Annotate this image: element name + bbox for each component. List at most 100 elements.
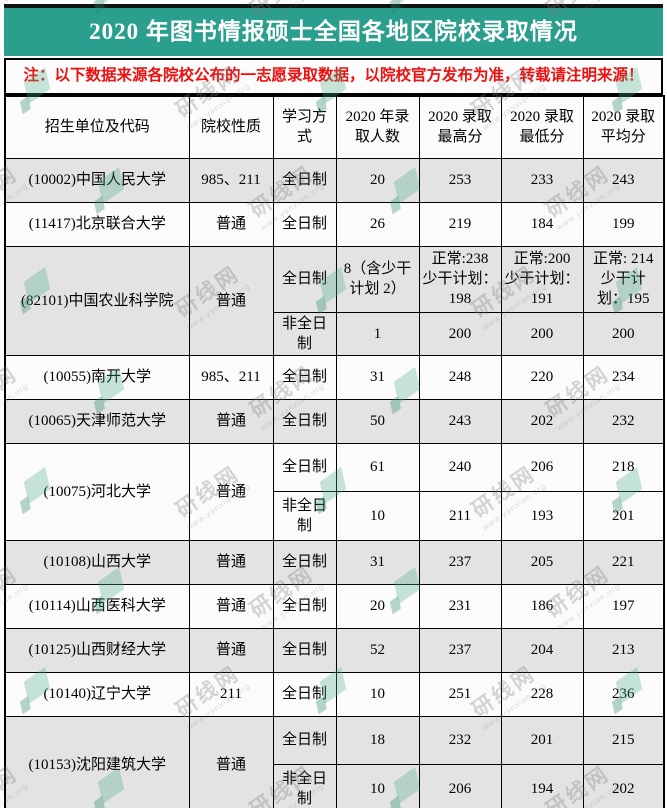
table-row: (10075)河北大学 普通 全日制 61 240 206 218 <box>4 443 665 541</box>
table-row: (11417)北京联合大学 普通 全日制 26 219 184 199 <box>4 201 665 247</box>
table-row: (10108)山西大学 普通 全日制 31 237 205 221 <box>4 540 665 585</box>
admissions-table: 招生单位及代码 院校性质 学习方式 2020 年录取人数 2020 录取最高分 … <box>4 95 665 808</box>
count-cell: 10 <box>335 672 420 717</box>
unit-cell: (10153)沈阳建筑大学 <box>4 716 190 808</box>
avg-cell: 218 <box>582 443 665 492</box>
nature-cell: 普通 <box>188 245 274 356</box>
mode-cell: 全日制 <box>272 201 337 247</box>
mode-cell: 全日制 <box>272 157 337 203</box>
avg-cell: 221 <box>582 540 665 585</box>
mode-cell: 全日制 <box>272 443 337 492</box>
table-row: (10002)中国人民大学 985、211 全日制 20 253 233 243 <box>4 157 665 203</box>
min-cell: 184 <box>500 201 584 247</box>
unit-cell: (10140)辽宁大学 <box>4 672 190 717</box>
max-cell: 232 <box>418 716 502 765</box>
unit-cell: (82101)中国农业科学院 <box>4 245 190 356</box>
count-cell: 31 <box>335 540 420 585</box>
nature-cell: 985、211 <box>188 157 274 203</box>
mode-cell: 全日制 <box>272 399 337 444</box>
unit-cell: (10055)南开大学 <box>4 355 190 400</box>
min-cell: 205 <box>500 540 584 585</box>
mode-cell: 全日制 <box>272 672 337 717</box>
banner-title: 2020 年图书情报硕士全国各地区院校录取情况 <box>4 4 663 56</box>
avg-cell: 201 <box>582 491 665 541</box>
header-avg: 2020 录取平均分 <box>582 95 665 159</box>
table-row: 非全日制 10 211 193 201 <box>5 491 665 541</box>
table-row: 非全日制 10 206 194 202 <box>5 764 665 808</box>
count-cell: 8（含少干计划 2） <box>335 245 420 313</box>
mode-cell: 全日制 <box>272 716 337 765</box>
max-cell: 200 <box>418 311 502 356</box>
min-cell: 200 <box>500 311 584 356</box>
unit-cell: (10075)河北大学 <box>4 443 190 541</box>
avg-cell: 202 <box>582 764 665 808</box>
min-cell: 204 <box>500 628 584 673</box>
header-mode: 学习方式 <box>272 95 337 159</box>
avg-cell: 236 <box>582 672 665 717</box>
nature-cell: 985、211 <box>188 355 274 400</box>
unit-cell: (10108)山西大学 <box>4 540 190 585</box>
avg-cell: 199 <box>582 201 665 247</box>
min-cell: 193 <box>500 491 584 541</box>
min-cell: 194 <box>500 764 584 808</box>
nature-cell: 普通 <box>188 628 274 673</box>
max-cell: 253 <box>418 157 502 203</box>
header-max: 2020 录取最高分 <box>418 95 502 159</box>
table-row: (10114)山西医科大学 普通 全日制 20 231 186 197 <box>4 584 665 629</box>
count-cell: 31 <box>335 355 420 400</box>
nature-cell: 普通 <box>188 443 274 541</box>
mode-cell: 非全日制 <box>272 764 337 808</box>
min-cell: 228 <box>500 672 584 717</box>
mode-cell: 全日制 <box>272 584 337 629</box>
table-row: (10055)南开大学 985、211 全日制 31 248 220 234 <box>4 355 665 400</box>
table-row: (10153)沈阳建筑大学 普通 全日制 18 232 201 215 <box>4 716 665 808</box>
avg-cell: 200 <box>582 311 665 356</box>
table-row: (10140)辽宁大学 211 全日制 10 251 228 236 <box>4 672 665 717</box>
avg-cell: 232 <box>582 399 665 444</box>
nature-cell: 普通 <box>188 584 274 629</box>
mode-cell: 全日制 <box>272 355 337 400</box>
watermark-tile <box>94 0 127 4</box>
avg-cell: 215 <box>582 716 665 765</box>
nature-cell: 普通 <box>188 201 274 247</box>
count-cell: 1 <box>335 311 420 356</box>
count-cell: 20 <box>335 157 420 203</box>
count-cell: 10 <box>335 764 420 808</box>
unit-cell: (11417)北京联合大学 <box>4 201 190 247</box>
header-count: 2020 年录取人数 <box>335 95 420 159</box>
count-cell: 20 <box>335 584 420 629</box>
max-cell: 211 <box>418 491 502 541</box>
max-cell: 219 <box>418 201 502 247</box>
nature-cell: 普通 <box>188 399 274 444</box>
nature-cell: 211 <box>188 672 274 717</box>
count-cell: 26 <box>335 201 420 247</box>
min-cell: 正常:200 少干计划：191 <box>500 245 584 313</box>
watermark-tile <box>390 0 423 4</box>
table-row: (82101)中国农业科学院 普通 全日制 8（含少干计划 2） 正常:238 … <box>4 245 665 356</box>
count-cell: 10 <box>335 491 420 541</box>
note-bar: 注：以下数据来源各院校公布的一志愿录取数据，以院校官方发布为准，转载请注明来源！ <box>4 58 663 95</box>
max-cell: 206 <box>418 764 502 808</box>
unit-cell: (10114)山西医科大学 <box>4 584 190 629</box>
min-cell: 220 <box>500 355 584 400</box>
header-min: 2020 录取最低分 <box>500 95 584 159</box>
mode-cell: 全日制 <box>272 540 337 585</box>
max-cell: 240 <box>418 443 502 492</box>
avg-cell: 234 <box>582 355 665 400</box>
min-cell: 186 <box>500 584 584 629</box>
mode-cell: 非全日制 <box>272 311 337 356</box>
header-unit: 招生单位及代码 <box>4 95 190 159</box>
table-row: (10125)山西财经大学 普通 全日制 52 237 204 213 <box>4 628 665 673</box>
table-row: (10065)天津师范大学 普通 全日制 50 243 202 232 <box>4 399 665 444</box>
count-cell: 61 <box>335 443 420 492</box>
count-cell: 18 <box>335 716 420 765</box>
table-header-row: 招生单位及代码 院校性质 学习方式 2020 年录取人数 2020 录取最高分 … <box>4 95 665 159</box>
max-cell: 251 <box>418 672 502 717</box>
max-cell: 248 <box>418 355 502 400</box>
unit-cell: (10002)中国人民大学 <box>4 157 190 203</box>
count-cell: 50 <box>335 399 420 444</box>
avg-cell: 197 <box>582 584 665 629</box>
mode-cell: 全日制 <box>272 245 337 313</box>
count-cell: 52 <box>335 628 420 673</box>
